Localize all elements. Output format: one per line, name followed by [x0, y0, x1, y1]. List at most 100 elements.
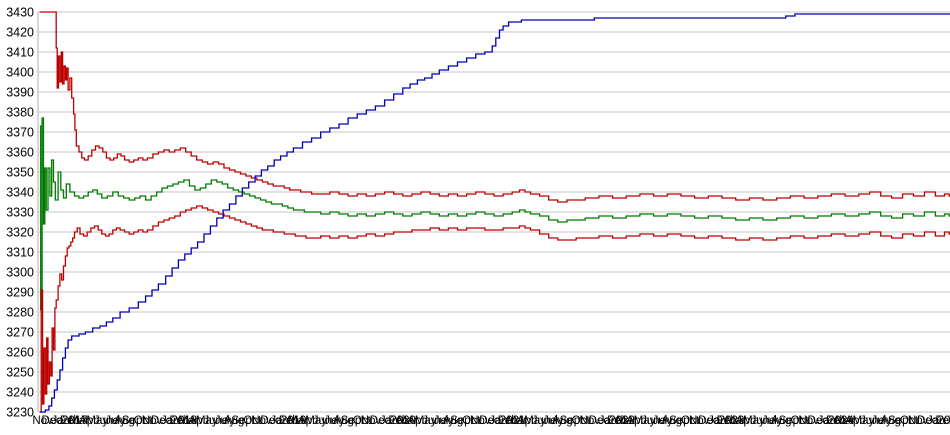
x-month-label: July: [652, 415, 673, 427]
series-cumulative: [39, 13, 950, 413]
y-tick-label: 3230: [6, 406, 34, 420]
y-tick-label: 3250: [6, 366, 34, 380]
x-month-label: Nov: [361, 415, 382, 427]
x-axis-labels: NovDecJanFebMarAprMayJuneJulyAugSeptOctN…: [32, 415, 950, 427]
x-month-label: May: [305, 415, 327, 427]
x-month-label: Aug: [771, 415, 791, 427]
x-month-label: Apr: [79, 415, 97, 427]
x-month-label: Mar: [616, 415, 636, 427]
x-month-label: Jan: [270, 415, 289, 427]
x-month-label: May: [852, 415, 874, 427]
x-month-label: Mar: [835, 415, 855, 427]
x-month-label: Jan: [52, 415, 71, 427]
x-year-label: 2022: [609, 415, 635, 427]
x-month-label: Jan: [489, 415, 508, 427]
x-month-label: Dec: [589, 415, 610, 427]
y-tick-label: 3320: [6, 226, 34, 240]
x-year-label: 2018: [171, 415, 197, 427]
y-tick-label: 3260: [6, 346, 34, 360]
x-month-label: Feb: [607, 415, 627, 427]
x-month-label: Jan: [599, 415, 618, 427]
x-month-label: May: [415, 415, 437, 427]
x-month-label: Feb: [936, 415, 950, 427]
x-month-label: June: [94, 415, 119, 427]
x-month-label: Nov: [908, 415, 929, 427]
y-tick-label: 3290: [6, 286, 34, 300]
x-year-label: 2019: [281, 415, 307, 427]
x-month-label: Sept: [450, 415, 474, 427]
y-tick-label: 3270: [6, 326, 34, 340]
x-month-label: Aug: [552, 415, 572, 427]
x-year-label: 2023: [719, 415, 745, 427]
x-month-label: Oct: [134, 415, 153, 427]
x-month-label: Dec: [698, 415, 719, 427]
x-month-label: Jan: [380, 415, 399, 427]
x-month-label: Oct: [900, 415, 919, 427]
x-month-label: Mar: [726, 415, 746, 427]
x-month-label: Jan: [927, 415, 946, 427]
x-month-label: Sept: [669, 415, 693, 427]
x-month-label: Feb: [826, 415, 846, 427]
x-month-label: Nov: [470, 415, 491, 427]
x-month-label: June: [313, 415, 338, 427]
x-month-label: Feb: [388, 415, 408, 427]
x-month-label: Aug: [880, 415, 900, 427]
y-tick-label: 3380: [6, 106, 34, 120]
x-month-label: Dec: [808, 415, 829, 427]
x-month-label: Nov: [32, 415, 53, 427]
x-month-label: Apr: [298, 415, 316, 427]
x-month-label: Dec: [260, 415, 281, 427]
x-month-label: Apr: [517, 415, 535, 427]
x-month-label: Feb: [60, 415, 80, 427]
x-month-label: Nov: [798, 415, 819, 427]
x-month-label: Dec: [479, 415, 500, 427]
x-month-label: Feb: [279, 415, 299, 427]
x-month-label: Dec: [151, 415, 172, 427]
x-month-label: May: [196, 415, 218, 427]
series-lower-bound: [39, 205, 950, 413]
x-month-label: Aug: [224, 415, 244, 427]
y-axis-labels: 3430 3420 3410 3400 3390 3380 3370 3360 3350 3340…: [6, 6, 34, 420]
x-month-label: Sept: [560, 415, 584, 427]
y-tick-label: 3400: [6, 66, 34, 80]
y-tick-label: 3350: [6, 166, 34, 180]
x-month-label: July: [871, 415, 892, 427]
x-month-label: Oct: [462, 415, 481, 427]
y-tick-label: 3300: [6, 266, 34, 280]
x-month-label: July: [324, 415, 345, 427]
x-month-label: Mar: [179, 415, 199, 427]
series-upper-bound: [39, 11, 950, 203]
x-month-label: June: [422, 415, 447, 427]
y-tick-label: 3310: [6, 246, 34, 260]
x-month-label: July: [543, 415, 564, 427]
x-month-label: Feb: [169, 415, 189, 427]
y-tick-label: 3340: [6, 186, 34, 200]
x-month-label: May: [524, 415, 546, 427]
x-month-label: July: [215, 415, 236, 427]
x-month-label: Sept: [122, 415, 146, 427]
y-tick-label: 3240: [6, 386, 34, 400]
x-month-label: July: [434, 415, 455, 427]
x-month-label: June: [532, 415, 557, 427]
x-month-label: Aug: [333, 415, 353, 427]
x-month-label: Oct: [243, 415, 262, 427]
x-month-label: Mar: [397, 415, 417, 427]
y-tick-label: 3410: [6, 46, 34, 60]
x-year-label: 2021: [500, 415, 526, 427]
y-tick-label: 3370: [6, 126, 34, 140]
x-month-label: June: [203, 415, 228, 427]
y-tick-label: 3390: [6, 86, 34, 100]
y-tick-label: 3420: [6, 26, 34, 40]
x-month-label: Sept: [341, 415, 365, 427]
x-month-label: Nov: [251, 415, 272, 427]
x-month-label: Feb: [498, 415, 518, 427]
x-month-label: June: [641, 415, 666, 427]
x-month-label: Mar: [288, 415, 308, 427]
x-month-label: Oct: [681, 415, 700, 427]
x-year-label: 2024: [828, 415, 854, 427]
x-month-label: Mar: [69, 415, 89, 427]
x-year-label: 2020: [390, 415, 416, 427]
x-month-label: July: [762, 415, 783, 427]
